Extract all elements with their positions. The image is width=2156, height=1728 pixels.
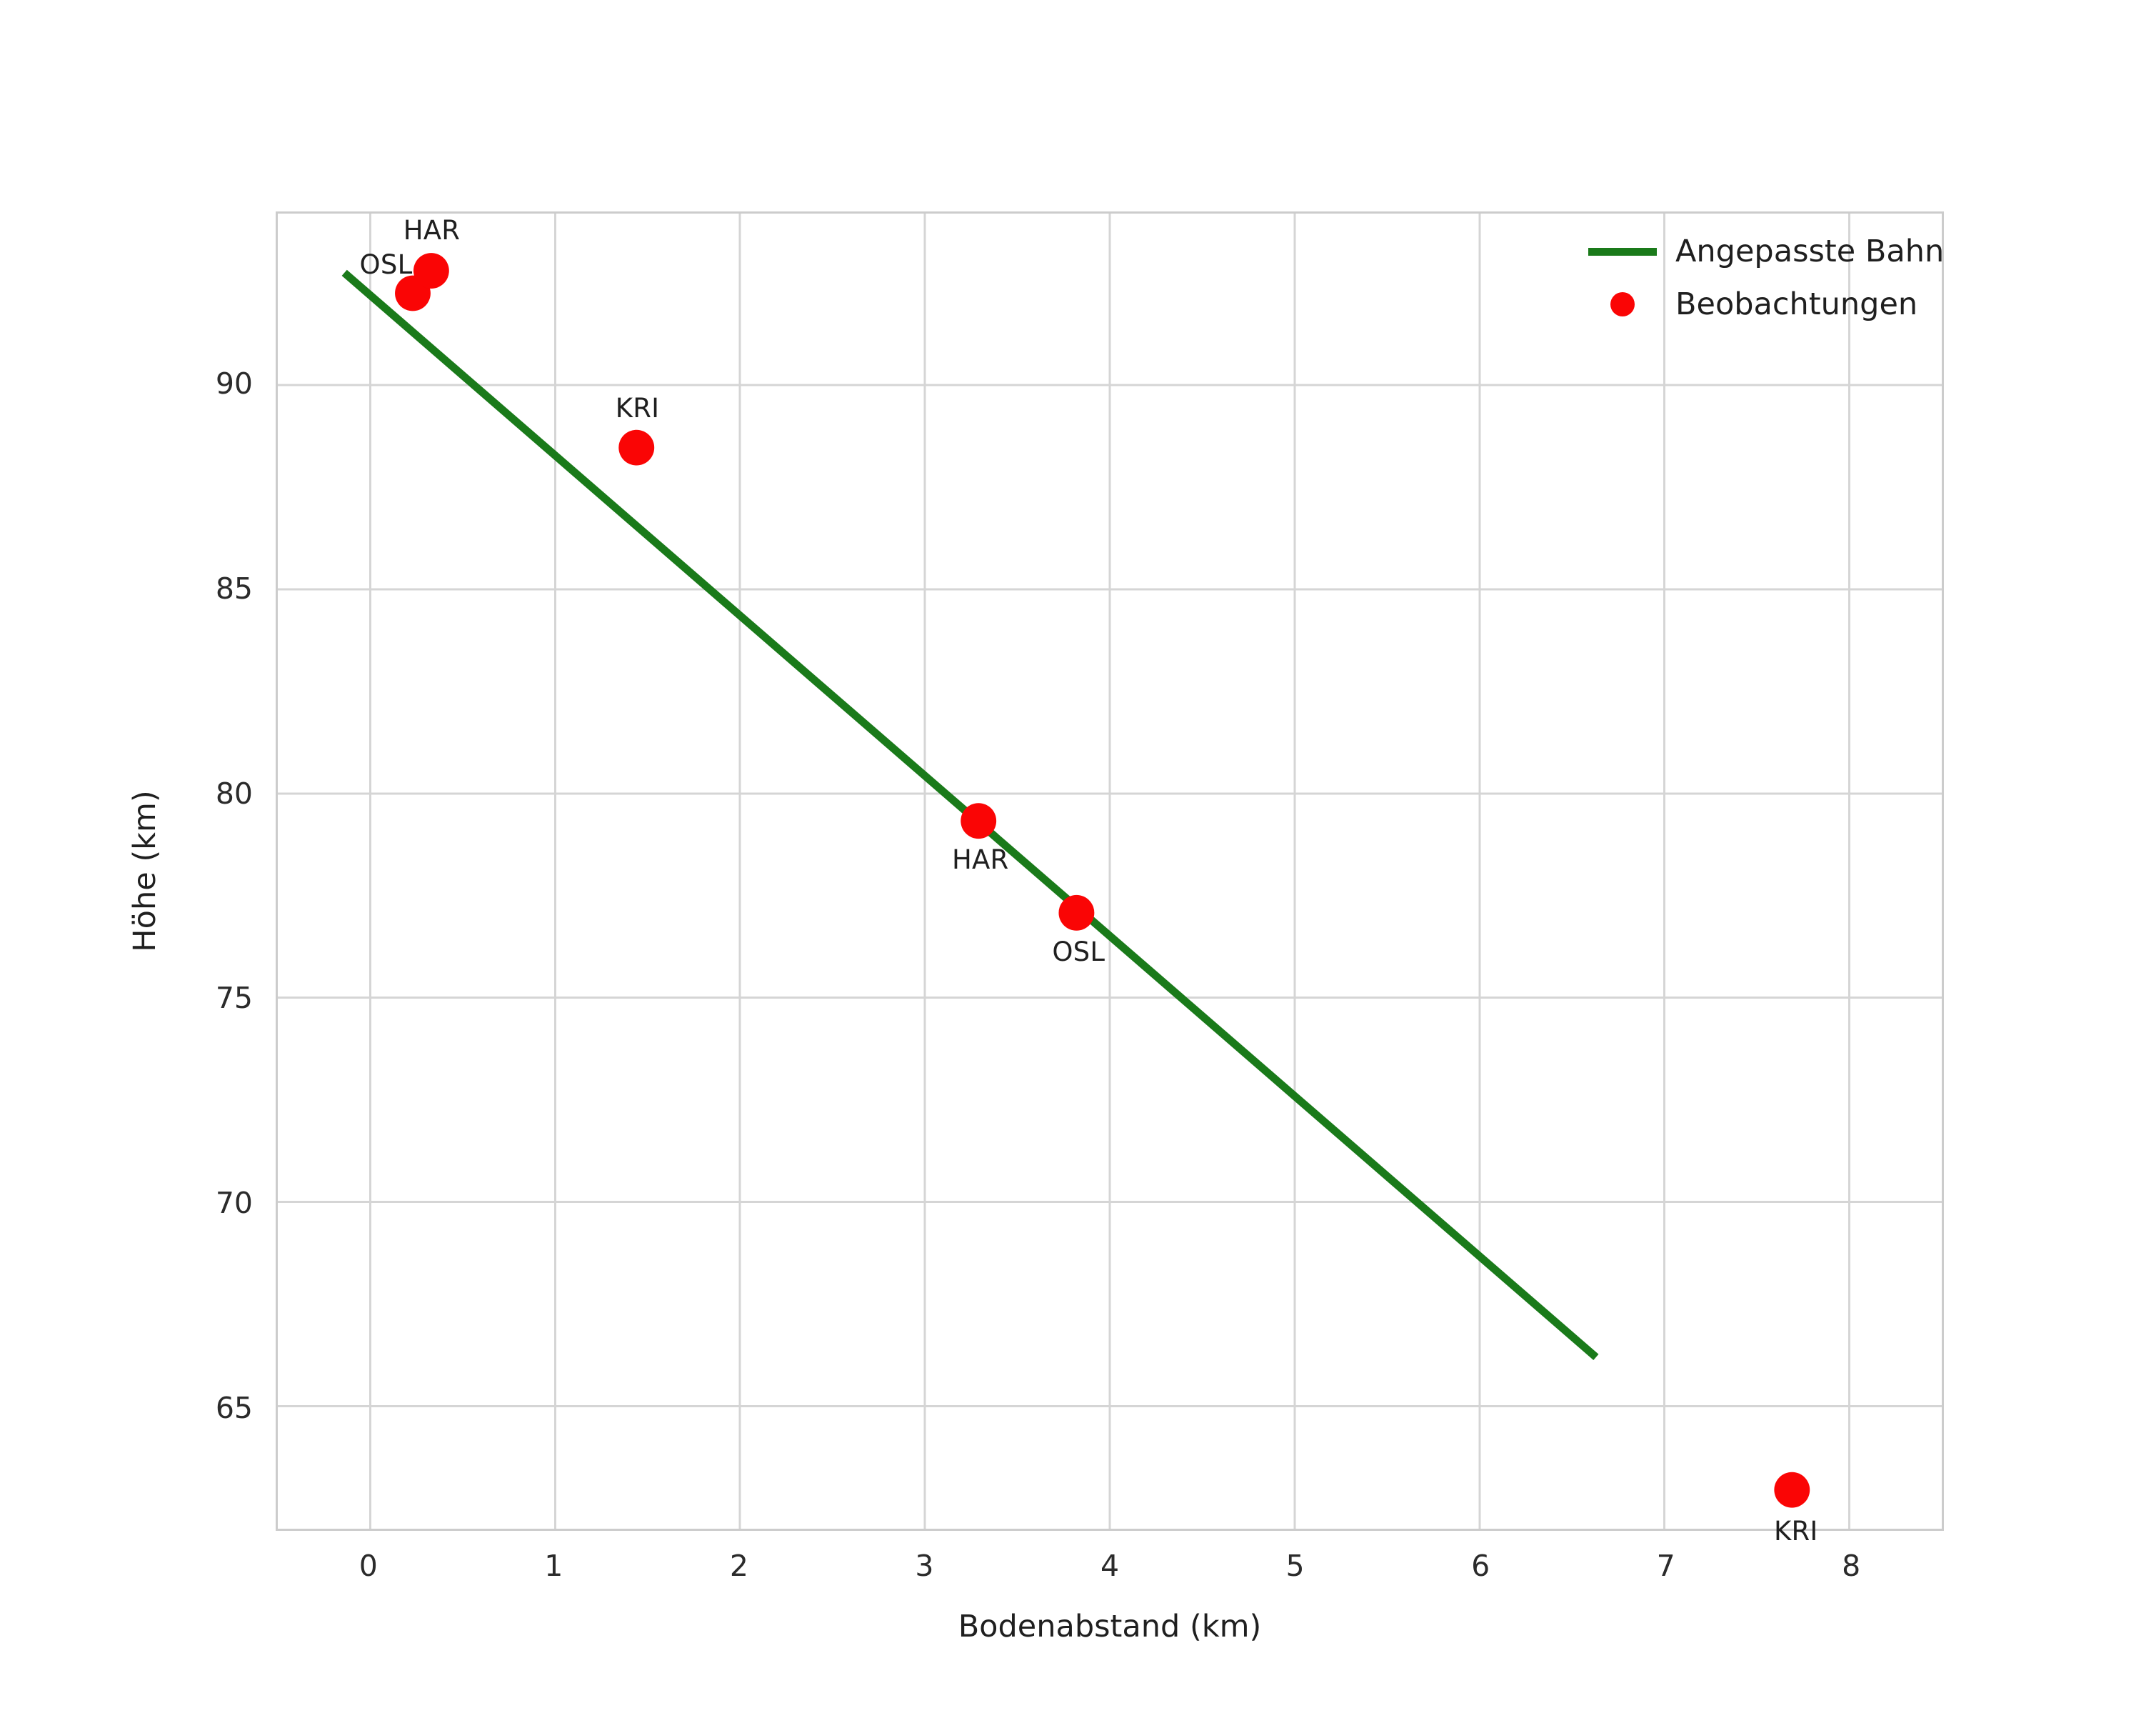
- x-axis-label: Bodenabstand (km): [958, 1609, 1262, 1644]
- x-tick-label: 8: [1842, 1549, 1861, 1583]
- plot-area: OSL HAR KRI HAR OSL KRI: [276, 211, 1944, 1547]
- point-label-kri: KRI: [615, 392, 660, 424]
- legend-item: Angepasste Bahn: [1580, 230, 2037, 273]
- x-tick-label: 3: [915, 1549, 934, 1583]
- point-label-har: HAR: [403, 215, 461, 246]
- y-tick-label: 85: [215, 571, 253, 606]
- line-glyph: [1580, 247, 1665, 256]
- x-tick-label: 4: [1100, 1549, 1120, 1583]
- observation-point: [961, 803, 997, 839]
- x-tick-label: 1: [544, 1549, 563, 1583]
- point-labels-layer: OSL HAR KRI HAR OSL KRI: [278, 214, 1942, 1546]
- x-tick-label: 6: [1471, 1549, 1490, 1583]
- legend-label: Angepasste Bahn: [1675, 234, 1945, 269]
- x-axis-tick-labels: 0 1 2 3 4 5 6 7 8: [276, 1549, 1944, 1599]
- observation-point: [618, 429, 655, 466]
- y-axis-label: Höhe (km): [127, 790, 163, 952]
- y-tick-label: 80: [215, 776, 253, 811]
- point-label-osl: OSL: [359, 249, 413, 280]
- line-glyph-mark: [1588, 247, 1657, 256]
- point-label-har: HAR: [951, 844, 1009, 875]
- x-tick-label: 2: [729, 1549, 748, 1583]
- x-tick-label: 7: [1656, 1549, 1675, 1583]
- point-label-kri: KRI: [1774, 1515, 1818, 1547]
- dot-glyph-mark: [1610, 292, 1635, 316]
- dot-glyph: [1580, 292, 1665, 316]
- legend-item: Beobachtungen: [1580, 283, 2037, 326]
- legend-label: Beobachtungen: [1675, 286, 1918, 322]
- observation-point: [1058, 894, 1095, 931]
- y-tick-label: 90: [215, 366, 253, 401]
- y-axis-tick-labels: 65 70 75 80 85 90: [0, 211, 253, 1531]
- chart-legend: Angepasste Bahn Beobachtungen: [1580, 230, 2037, 336]
- y-tick-label: 75: [215, 981, 253, 1016]
- data-layer: [341, 253, 1810, 1508]
- observation-point: [413, 253, 449, 289]
- x-tick-label: 0: [359, 1549, 378, 1583]
- y-tick-label: 70: [215, 1186, 253, 1221]
- observation-point: [1774, 1472, 1810, 1508]
- point-label-osl: OSL: [1052, 937, 1105, 967]
- gridlines: [278, 214, 1942, 1529]
- x-tick-label: 5: [1285, 1549, 1305, 1583]
- y-tick-label: 65: [215, 1390, 253, 1425]
